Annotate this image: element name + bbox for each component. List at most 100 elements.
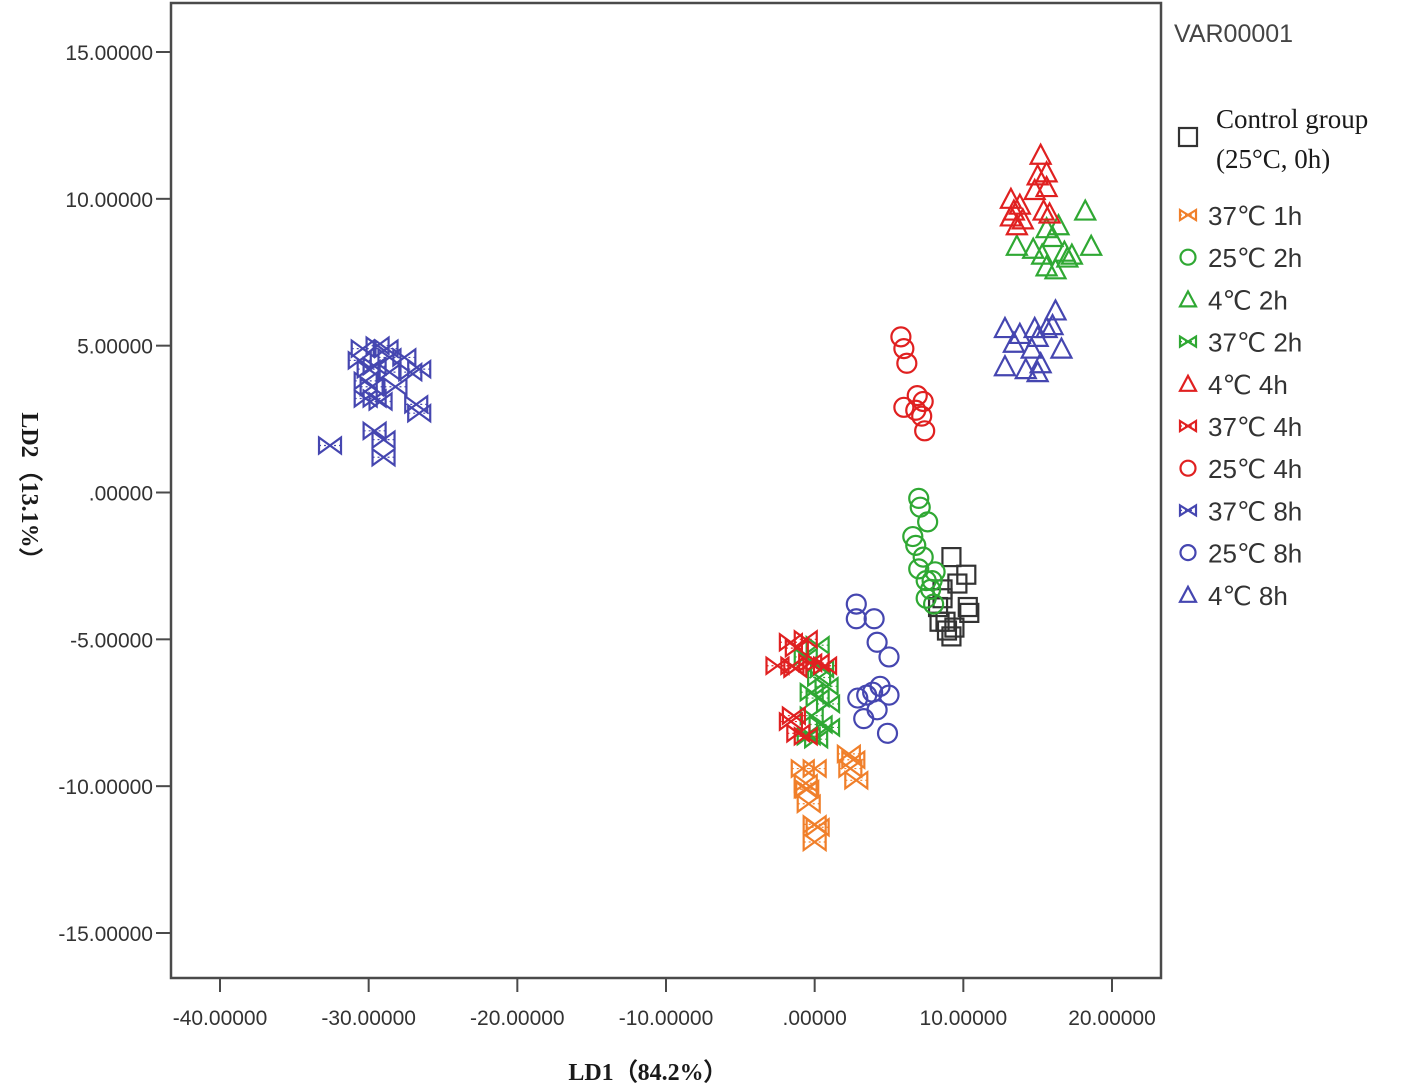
data-point bbox=[911, 405, 933, 427]
legend-marker-icon bbox=[1178, 289, 1198, 308]
data-point bbox=[993, 315, 1017, 339]
data-point bbox=[812, 655, 838, 676]
data-point bbox=[845, 593, 867, 615]
legend-marker-icon bbox=[1178, 334, 1198, 349]
data-point bbox=[368, 391, 393, 412]
data-point bbox=[906, 384, 928, 407]
series-10 bbox=[993, 298, 1074, 383]
legend-marker-icon bbox=[1178, 208, 1198, 222]
legend-item: 37℃ 2h bbox=[1178, 328, 1302, 358]
data-point bbox=[1073, 198, 1098, 221]
data-point bbox=[398, 361, 423, 383]
data-point bbox=[802, 758, 827, 779]
data-point bbox=[1034, 174, 1059, 198]
legend-marker-icon bbox=[1177, 126, 1199, 148]
data-point bbox=[1028, 350, 1053, 374]
data-point bbox=[1013, 356, 1038, 380]
data-point bbox=[796, 793, 821, 814]
data-point bbox=[922, 593, 945, 615]
y-tick-label: -15.00000 bbox=[58, 923, 153, 946]
legend-item: 37℃ 8h bbox=[1178, 496, 1302, 526]
legend-label: 37℃ 8h bbox=[1208, 496, 1302, 526]
data-point bbox=[908, 558, 930, 580]
data-point bbox=[878, 684, 900, 706]
data-point bbox=[1019, 336, 1044, 359]
series-8 bbox=[317, 335, 432, 468]
legend-marker-icon bbox=[1178, 584, 1198, 603]
legend-item: 25℃ 2h bbox=[1179, 243, 1302, 273]
data-point bbox=[1028, 142, 1053, 165]
data-point bbox=[862, 681, 884, 703]
legend-item: 4℃ 8h bbox=[1178, 581, 1288, 611]
data-point bbox=[878, 646, 900, 668]
data-point bbox=[905, 534, 927, 556]
data-point bbox=[778, 711, 803, 732]
data-point bbox=[362, 420, 387, 441]
data-point bbox=[893, 338, 915, 360]
series-6 bbox=[765, 629, 838, 747]
y-axis-title: LD2（13.1%） bbox=[16, 412, 43, 571]
x-tick-label: 10.00000 bbox=[920, 1007, 1008, 1030]
legend-label: 37℃ 1h bbox=[1208, 201, 1302, 231]
data-point bbox=[1034, 160, 1059, 183]
data-point bbox=[377, 347, 402, 368]
legend-label: 4℃ 4h bbox=[1208, 370, 1288, 400]
data-point bbox=[1060, 242, 1084, 265]
data-point bbox=[1043, 256, 1068, 280]
series-3 bbox=[1005, 198, 1104, 280]
legend-item: 37℃ 1h bbox=[1178, 201, 1302, 231]
data-point bbox=[814, 676, 839, 697]
data-point bbox=[914, 420, 936, 442]
data-point bbox=[1021, 236, 1046, 259]
data-point bbox=[1034, 315, 1059, 339]
data-point bbox=[896, 352, 918, 374]
data-point bbox=[1005, 233, 1029, 256]
data-point bbox=[793, 726, 818, 747]
series-1 bbox=[790, 743, 869, 853]
x-axis-title: LD1（84.2%） bbox=[568, 1059, 727, 1086]
legend-label: 37℃ 4h bbox=[1208, 412, 1302, 442]
y-tick-label: .00000 bbox=[89, 483, 153, 506]
data-point bbox=[407, 358, 432, 380]
legend-marker-icon bbox=[1178, 373, 1198, 392]
data-point bbox=[1002, 198, 1026, 221]
legend-label: 25℃ 8h bbox=[1208, 539, 1302, 569]
data-point bbox=[1052, 239, 1077, 262]
legend-marker-icon bbox=[1179, 459, 1197, 477]
legend-label: 4℃ 2h bbox=[1208, 285, 1288, 315]
y-tick-label: 10.00000 bbox=[65, 189, 153, 212]
legend-label: Control group bbox=[1216, 104, 1368, 134]
data-point bbox=[383, 376, 408, 397]
data-point bbox=[1002, 330, 1026, 353]
data-point bbox=[941, 547, 962, 568]
data-point bbox=[936, 620, 958, 641]
y-tick-label: 5.00000 bbox=[77, 336, 153, 359]
data-point bbox=[1040, 312, 1065, 336]
x-tick-label: 20.00000 bbox=[1068, 1007, 1156, 1030]
series-9 bbox=[845, 593, 900, 744]
legend-marker-icon bbox=[1178, 503, 1198, 518]
legend-title: VAR00001 bbox=[1174, 20, 1293, 48]
data-point bbox=[863, 608, 885, 630]
x-tick-label: -20.00000 bbox=[470, 1007, 565, 1030]
data-point bbox=[793, 773, 818, 794]
data-point bbox=[902, 525, 924, 548]
plot-frame bbox=[169, 1, 1163, 980]
y-tick-label: -10.00000 bbox=[58, 776, 153, 799]
data-point bbox=[866, 631, 888, 653]
y-axis: 15.00000 10.00000 5.00000 .00000 -5.00000 -10… bbox=[58, 42, 171, 946]
data-point bbox=[371, 429, 396, 450]
legend: VAR00001 Control group (25°C, 0h) 37℃ 1h 25… bbox=[1174, 20, 1368, 611]
data-points bbox=[317, 142, 1104, 853]
legend-item: 4℃ 4h bbox=[1178, 370, 1288, 400]
x-tick-label: .00000 bbox=[783, 1007, 847, 1030]
legend-label: 25℃ 2h bbox=[1208, 243, 1302, 273]
data-point bbox=[915, 587, 937, 609]
data-point bbox=[908, 487, 930, 509]
data-point bbox=[802, 831, 827, 853]
data-point bbox=[371, 447, 396, 468]
data-point bbox=[993, 353, 1017, 377]
data-point bbox=[912, 546, 934, 568]
data-point bbox=[1022, 315, 1047, 339]
